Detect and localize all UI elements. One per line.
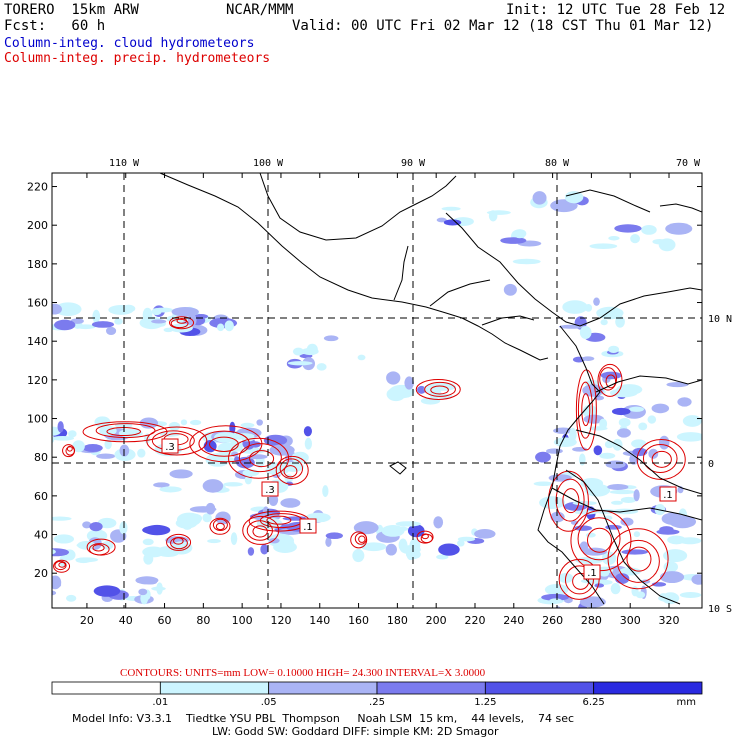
map-frame [51,172,703,609]
contour-value-boxes: .3 .3 .1 .1 .1 [161,438,677,580]
contour-box [583,564,601,580]
colorbar-level: 6.25 [583,697,605,708]
lat-label: 10 N [708,314,732,325]
coast-mexico-central-america [159,173,549,361]
colorbar-level: 1.25 [474,697,496,708]
colorbar-segment [51,681,161,695]
y-tick-label: 100 [27,413,48,426]
contour-box-label: .3 [165,442,175,453]
colorbar-segment [376,681,486,695]
field-cloud-label: Column-integ. cloud hydrometeors [4,36,255,51]
x-tick-label: 200 [426,614,447,627]
x-tick-label: 220 [464,614,485,627]
physics-info: LW: Godd SW: Goddard DIFF: simple KM: 2D… [212,725,499,738]
x-tick-label: 160 [348,614,369,627]
lat-label: 10 S [708,604,732,615]
lon-label: 70 W [676,158,701,169]
contour-box [299,518,317,534]
lon-label: 90 W [401,158,426,169]
colorbar-level: .25 [369,697,385,708]
lon-label: 110 W [109,158,140,169]
border-ca-2 [429,279,491,307]
colorbar-level: .05 [261,697,277,708]
y-tick-label: 180 [27,258,48,271]
colorbar-segment [593,681,703,695]
x-tick-label: 80 [196,614,210,627]
colorbar-unit: mm [677,697,696,708]
latitude-labels: 10 N 0 10 S [708,314,732,615]
x-tick-label: 120 [270,614,291,627]
cuba [565,189,651,213]
colorbar-level: .01 [152,697,168,708]
x-tick-label: 100 [232,614,253,627]
x-tick-label: 260 [542,614,563,627]
precip-contours [53,316,686,600]
contour-box-label: .1 [587,568,597,579]
colorbar-segment [268,681,378,695]
y-tick-label: 220 [27,181,48,194]
coast-gulf-yucatan [259,173,457,241]
x-tick-label: 320 [659,614,680,627]
y-tick-label: 60 [34,490,48,503]
valid-time: Valid: 00 UTC Fri 02 Mar 12 (18 CST Thu … [292,18,714,34]
forecast-hour: Fcst: 60 h [4,18,106,34]
contours-info: CONTOURS: UNITS=mm LOW= 0.10000 HIGH= 24… [120,667,486,679]
y-tick-label: 120 [27,374,48,387]
border-sa-1 [595,375,702,393]
border-ca-1 [393,245,409,301]
latlon-grid [52,173,702,608]
x-tick-label: 60 [158,614,172,627]
contour-box-label: .3 [265,485,275,496]
contour-box [161,438,179,454]
model-info: Model Info: V3.3.1 Tiedtke YSU PBL Thomp… [72,712,575,725]
contour-box [659,486,677,502]
y-tick-label: 20 [34,567,48,580]
x-tick-label: 300 [620,614,641,627]
hispaniola [659,203,702,213]
contour-box-label: .1 [303,522,313,533]
galapagos [389,461,407,475]
longitude-labels: 110 W 100 W 90 W 80 W 70 W [109,158,701,169]
x-tick-label: 140 [309,614,330,627]
contour-box [261,481,279,497]
model-name: TORERO 15km ARW [4,2,139,18]
x-tick-label: 240 [503,614,524,627]
axis-ticks: 220 200 180 160 140 120 100 80 60 40 20 20 40 60 80 100… [27,173,702,627]
colorbar-segment [159,681,270,695]
border-sa-3 [565,469,681,605]
y-tick-label: 160 [27,297,48,310]
contour-box-label: .1 [663,490,673,501]
organization: NCAR/MMM [226,2,294,18]
field-precip-label: Column-integ. precip. hydrometeors [4,51,271,66]
x-tick-label: 40 [119,614,133,627]
colorbar-segment [484,681,595,695]
coastlines [159,173,702,605]
init-time: Init: 12 UTC Tue 28 Feb 12 [506,2,726,18]
y-tick-label: 80 [34,451,48,464]
coast-caribbean [445,212,702,327]
y-tick-label: 140 [27,335,48,348]
coast-south-america-west [537,325,605,605]
y-tick-label: 40 [34,529,48,542]
lat-label: 0 [708,459,714,470]
x-tick-label: 20 [80,614,94,627]
lon-label: 100 W [253,158,284,169]
x-tick-label: 280 [581,614,602,627]
border-sa-2 [575,429,702,495]
x-tick-label: 180 [387,614,408,627]
colorbar: .01 .05 .25 1.25 6.25 mm [51,681,703,708]
y-tick-label: 200 [27,219,48,232]
border-sa-4 [551,487,702,521]
lon-label: 80 W [545,158,570,169]
border-ca-3 [481,315,535,326]
